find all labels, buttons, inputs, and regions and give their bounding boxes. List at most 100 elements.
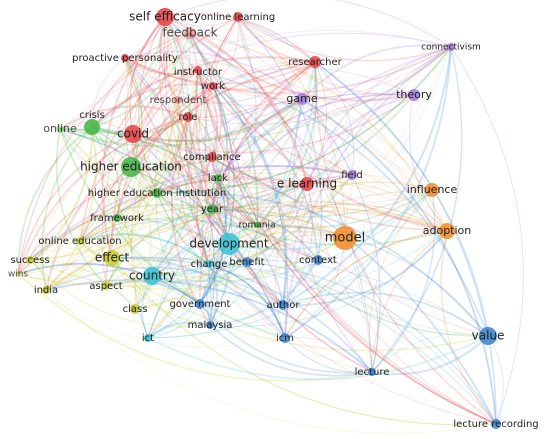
- edge: [124, 57, 143, 168]
- edge: [91, 83, 214, 128]
- edge: [487, 335, 504, 425]
- node-label: aspect: [89, 281, 122, 292]
- edge: [274, 183, 308, 339]
- node: [56, 125, 64, 133]
- edge: [237, 16, 489, 337]
- edge: [134, 263, 210, 310]
- edge: [212, 85, 228, 179]
- edge: [17, 85, 214, 275]
- edge: [116, 217, 284, 306]
- node-label: government: [170, 299, 231, 310]
- edge: [59, 128, 286, 339]
- edge: [151, 261, 248, 283]
- node-label: researcher: [288, 57, 342, 68]
- edge: [199, 85, 235, 305]
- edge: [255, 224, 284, 306]
- edge: [91, 16, 166, 128]
- edge: [188, 85, 214, 265]
- node-label: lecture recording: [453, 419, 538, 430]
- edge: [132, 69, 199, 135]
- node: [333, 226, 357, 250]
- edge: [132, 94, 415, 153]
- edge: [151, 230, 448, 295]
- edge: [124, 16, 166, 168]
- edge: [151, 189, 433, 282]
- edge: [111, 257, 497, 426]
- edge: [237, 16, 452, 62]
- node-label: success: [10, 255, 49, 266]
- edge: [197, 69, 286, 306]
- node: [368, 368, 376, 376]
- node: [84, 119, 100, 135]
- edge: [163, 16, 284, 306]
- edge: [29, 192, 158, 261]
- edge: [156, 46, 452, 194]
- edge: [209, 61, 317, 326]
- node: [439, 223, 455, 239]
- edge: [79, 240, 107, 287]
- edge: [17, 273, 373, 382]
- edge: [199, 94, 415, 305]
- edge: [187, 116, 258, 226]
- edge: [111, 237, 346, 279]
- edge: [79, 98, 303, 242]
- edge: [212, 85, 288, 306]
- edge: [132, 16, 169, 135]
- node-label: adoption: [423, 224, 472, 237]
- edge: [45, 266, 284, 306]
- edge: [151, 208, 213, 277]
- edge: [208, 263, 219, 326]
- node: [447, 43, 455, 51]
- edge: [199, 303, 373, 374]
- edge: [55, 128, 107, 287]
- edge: [29, 237, 346, 290]
- node: [152, 188, 162, 198]
- edge: [216, 177, 248, 263]
- edge: [147, 237, 346, 339]
- edge: [79, 219, 319, 261]
- node-label: crisis: [79, 110, 105, 121]
- node: [130, 304, 140, 314]
- edge: [344, 237, 379, 373]
- edge: [17, 273, 286, 348]
- edge: [147, 224, 258, 339]
- edge: [79, 69, 200, 242]
- edge: [147, 259, 319, 339]
- edge: [208, 177, 225, 265]
- edge: [91, 46, 452, 142]
- edge: [371, 335, 489, 376]
- edge: [17, 178, 308, 275]
- edge: [199, 61, 316, 305]
- node-label: change: [191, 259, 228, 270]
- edge: [211, 61, 316, 210]
- edge: [211, 61, 316, 210]
- node-label: self efficacy: [129, 10, 201, 24]
- node-label: icm: [276, 333, 294, 344]
- edge: [211, 208, 319, 261]
- edge: [212, 61, 316, 91]
- edge: [198, 16, 239, 210]
- edge: [124, 57, 216, 326]
- edge: [111, 201, 448, 259]
- edge: [124, 57, 316, 85]
- edge: [314, 61, 497, 425]
- node: [206, 321, 214, 329]
- edge: [156, 172, 448, 232]
- edge: [116, 217, 248, 265]
- edge: [91, 32, 191, 128]
- node-label: framework: [90, 213, 144, 224]
- node: [214, 174, 222, 182]
- node: [121, 54, 129, 62]
- edge: [151, 183, 308, 277]
- edge: [197, 69, 489, 337]
- edge: [169, 99, 210, 265]
- edge: [164, 16, 353, 176]
- edge: [17, 126, 93, 275]
- edge: [189, 32, 497, 425]
- edge: [284, 46, 452, 339]
- node-label: feedback: [162, 26, 217, 40]
- edge: [59, 128, 137, 310]
- edge: [209, 324, 373, 377]
- edge: [212, 16, 240, 87]
- edge: [147, 156, 215, 339]
